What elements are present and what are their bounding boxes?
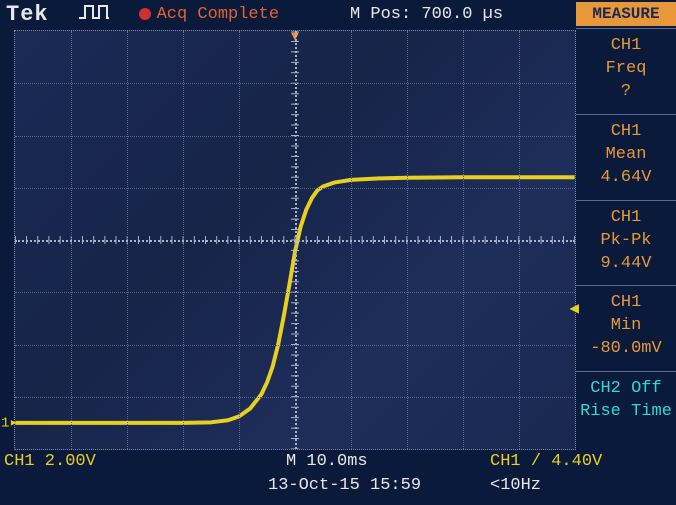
trigger-level: 4.40V <box>551 452 602 471</box>
trigger-level-marker-icon: ◀ <box>569 298 579 318</box>
acq-status-text: Acq Complete <box>157 5 279 24</box>
measurement-sidebar: CH1Freq?CH1Mean4.64VCH1Pk-Pk9.44VCH1Min-… <box>576 28 676 448</box>
trigger-readout: CH1 / 4.40V <box>490 452 602 471</box>
ch1-ground-marker: 1▸ <box>1 414 18 431</box>
measurement-value: -80.0mV <box>576 338 676 361</box>
bottom-bar: CH1 2.00V M 10.0ms 13-Oct-15 15:59 CH1 /… <box>0 448 676 503</box>
measurement-channel: CH1 <box>576 207 676 230</box>
measurement-label: Mean <box>576 144 676 167</box>
measurement-slot-3[interactable]: CH1Pk-Pk9.44V <box>576 200 676 286</box>
main-area: ▼ 1▸ ◀ CH1Freq?CH1Mean4.64VCH1Pk-Pk9.44V… <box>0 28 676 448</box>
acq-status-dot-icon <box>139 8 151 20</box>
measurement-slot-2[interactable]: CH1Mean4.64V <box>576 114 676 200</box>
measurement-value: 4.64V <box>576 167 676 190</box>
m-pos-value: 700.0 µs <box>421 5 503 24</box>
datetime: 13-Oct-15 15:59 <box>268 476 421 495</box>
measurement-channel: CH1 <box>576 121 676 144</box>
top-bar: Tek Acq Complete M Pos: 700.0 µs MEASURE <box>0 0 676 28</box>
measurement-label: Rise Time <box>576 401 676 424</box>
brand-logo: Tek <box>6 2 49 27</box>
m-pos-label: M Pos: <box>350 5 411 24</box>
measurement-label: Min <box>576 315 676 338</box>
oscilloscope-plot: ▼ 1▸ ◀ <box>14 30 576 450</box>
ch1-vertical-scale: CH1 2.00V <box>4 452 96 471</box>
trigger-edge-icon: / <box>531 452 541 471</box>
measurement-label: Freq <box>576 58 676 81</box>
measurement-channel: CH1 <box>576 292 676 315</box>
measurement-channel: CH1 <box>576 35 676 58</box>
measurement-slot-1[interactable]: CH1Freq? <box>576 28 676 114</box>
measurement-value: 9.44V <box>576 253 676 276</box>
pulse-icon <box>79 4 109 25</box>
measurement-value: ? <box>576 81 676 104</box>
trigger-source: CH1 <box>490 452 521 471</box>
trigger-frequency: <10Hz <box>490 476 541 495</box>
measurement-channel: CH2 Off <box>576 378 676 401</box>
timebase: M 10.0ms <box>286 452 368 471</box>
measurement-slot-5[interactable]: CH2 OffRise Time <box>576 371 676 434</box>
m-position: M Pos: 700.0 µs <box>350 5 503 24</box>
measurement-slot-4[interactable]: CH1Min-80.0mV <box>576 285 676 371</box>
measure-menu-header[interactable]: MEASURE <box>576 2 676 26</box>
measurement-label: Pk-Pk <box>576 230 676 253</box>
